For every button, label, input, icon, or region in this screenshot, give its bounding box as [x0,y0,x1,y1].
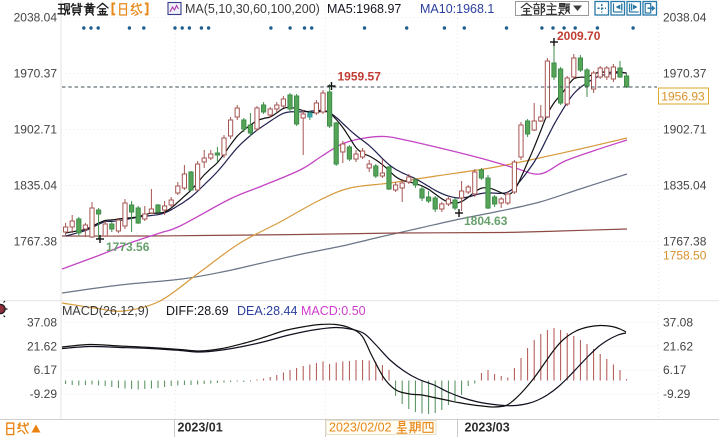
svg-text:MA(5,10,30,60,100,200): MA(5,10,30,60,100,200) [185,2,320,16]
svg-text:-9.29: -9.29 [663,387,691,401]
svg-text:21.62: 21.62 [663,339,693,353]
svg-text:1902.71: 1902.71 [663,123,707,137]
svg-text:MACD:0.50: MACD:0.50 [301,304,366,318]
svg-text:2023/01: 2023/01 [178,421,223,435]
svg-text:2038.04: 2038.04 [14,11,58,25]
svg-text:DIFF:28.69: DIFF:28.69 [166,304,229,318]
svg-text:6.17: 6.17 [663,363,687,377]
svg-text:1767.38: 1767.38 [663,235,707,249]
svg-text:1835.04: 1835.04 [663,179,707,193]
svg-text:21.62: 21.62 [27,339,57,353]
svg-text:-9.29: -9.29 [30,387,58,401]
svg-text:1773.56: 1773.56 [106,240,150,254]
svg-text:1758.50: 1758.50 [663,249,707,263]
svg-text:2038.04: 2038.04 [663,11,707,25]
svg-text:MA10:1968.1: MA10:1968.1 [420,2,494,16]
svg-text:6.17: 6.17 [34,363,58,377]
svg-text:1970.37: 1970.37 [663,67,707,81]
svg-text:1902.71: 1902.71 [14,123,58,137]
svg-text:DEA:28.44: DEA:28.44 [237,304,298,318]
svg-text:37.08: 37.08 [27,316,57,330]
svg-text:1970.37: 1970.37 [14,67,58,81]
svg-text:2009.70: 2009.70 [557,29,601,43]
svg-text:1804.63: 1804.63 [464,214,508,228]
svg-text:MACD(26,12,9): MACD(26,12,9) [62,304,149,318]
svg-text:MA5:1968.97: MA5:1968.97 [327,2,401,16]
svg-text:2023/02/02: 2023/02/02 [329,421,392,435]
svg-text:1835.04: 1835.04 [14,179,58,193]
svg-text:1959.57: 1959.57 [338,70,382,84]
svg-text:1767.38: 1767.38 [14,235,58,249]
svg-text:2023/03: 2023/03 [465,421,510,435]
svg-text:37.08: 37.08 [663,316,693,330]
svg-text:1956.93: 1956.93 [661,90,705,104]
